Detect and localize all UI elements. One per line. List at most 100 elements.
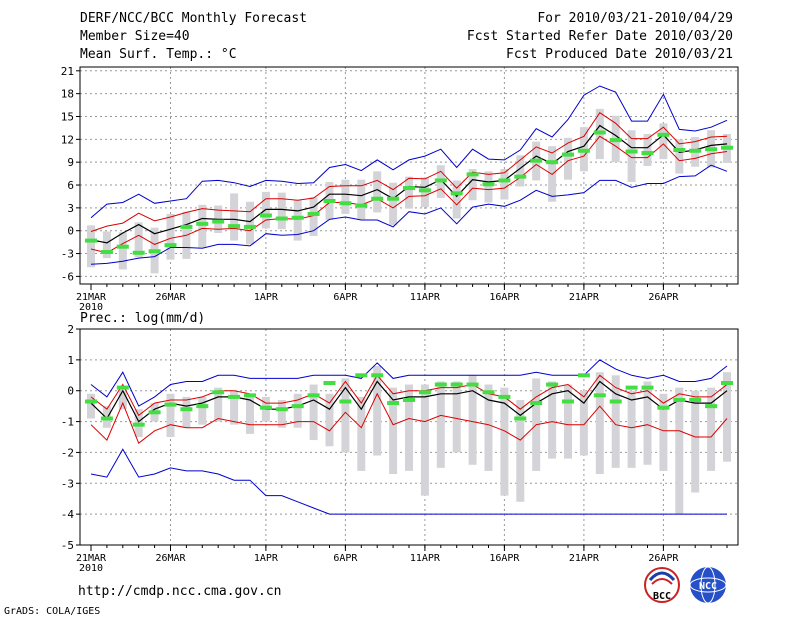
- ensemble-box: [373, 171, 382, 213]
- observed-marker: [482, 390, 495, 395]
- observed-marker: [355, 203, 368, 208]
- x-tick-label: 1APR: [254, 553, 279, 564]
- ensemble-box: [166, 213, 175, 260]
- x-year-label: 2010: [79, 302, 103, 313]
- ensemble-box: [643, 134, 652, 166]
- ensemble-box: [516, 155, 525, 187]
- ensemble-box: [198, 396, 207, 425]
- ensemble-box: [87, 225, 95, 268]
- observed-marker: [85, 238, 97, 243]
- y-tick-label: -5: [61, 539, 74, 552]
- observed-marker: [275, 216, 288, 221]
- ensemble-box: [246, 393, 254, 434]
- observed-marker: [673, 397, 686, 402]
- ensemble-box: [500, 169, 509, 200]
- observed-marker: [418, 390, 431, 395]
- observed-marker: [100, 250, 113, 255]
- ensemble-mean-line: [90, 380, 728, 423]
- observed-marker: [657, 132, 670, 137]
- bcc-logo: BCC: [644, 567, 680, 603]
- ensemble-box: [484, 171, 493, 203]
- observed-marker: [180, 407, 193, 412]
- ensemble-box: [230, 390, 239, 425]
- ensemble-box: [389, 182, 398, 226]
- x-tick-label: 21MAR: [76, 553, 107, 564]
- observed-marker: [689, 148, 702, 153]
- ensemble-box: [564, 137, 572, 180]
- y-tick-label: 21: [61, 65, 74, 78]
- lower-std-line: [90, 392, 728, 445]
- ensemble-box: [309, 197, 318, 237]
- observed-marker: [434, 382, 447, 387]
- ensemble-box: [246, 201, 254, 245]
- observed-marker: [514, 416, 527, 421]
- ensemble-box: [564, 384, 572, 459]
- ensemble-box: [341, 179, 350, 214]
- observed-marker: [291, 404, 304, 409]
- observed-marker: [180, 224, 193, 229]
- ensemble-box: [118, 232, 127, 270]
- observed-marker: [609, 138, 622, 143]
- observed-marker: [371, 373, 384, 378]
- x-tick-label: 1APR: [254, 292, 279, 303]
- observed-marker: [625, 385, 638, 390]
- observed-marker: [450, 191, 463, 196]
- ensemble-box: [405, 176, 413, 209]
- observed-marker: [482, 182, 495, 187]
- start-date: Fcst Started Refer Date 2010/03/20: [467, 29, 733, 44]
- ensemble-box: [118, 390, 127, 410]
- ensemble-box: [341, 378, 350, 453]
- observed-marker: [546, 382, 559, 387]
- observed-marker: [418, 188, 431, 193]
- spread-min-line: [90, 448, 727, 515]
- observed-marker: [673, 147, 686, 152]
- x-tick-label: 21MAR: [76, 292, 107, 303]
- observed-marker: [132, 250, 145, 255]
- x-tick-label: 6APR: [333, 553, 358, 564]
- ensemble-box: [595, 372, 604, 475]
- y-tick-label: -4: [61, 508, 75, 521]
- y-tick-label: 0: [67, 385, 74, 398]
- observed-marker: [625, 149, 638, 154]
- ensemble-box: [484, 384, 493, 471]
- ensemble-box: [691, 390, 700, 493]
- observed-marker: [657, 405, 670, 410]
- ensemble-box: [389, 387, 398, 475]
- observed-marker: [116, 244, 129, 249]
- observed-marker: [323, 381, 336, 385]
- observed-marker: [546, 160, 559, 165]
- ensemble-box: [293, 393, 302, 428]
- observed-marker: [577, 373, 590, 378]
- ensemble-box: [214, 387, 223, 422]
- grads-credit: GrADS: COLA/IGES: [4, 606, 100, 617]
- x-tick-label: 16APR: [489, 553, 520, 564]
- ncc-logo-text: NCC: [699, 581, 717, 592]
- spread-min-line: [90, 164, 728, 265]
- observed-marker: [403, 397, 415, 402]
- x-tick-label: 26MAR: [155, 553, 186, 564]
- observed-marker: [244, 224, 256, 229]
- observed-marker: [196, 221, 209, 226]
- x-tick-label: 26APR: [648, 553, 679, 564]
- y-tick-label: 18: [61, 88, 74, 101]
- observed-marker: [577, 148, 590, 153]
- observed-marker: [466, 382, 479, 387]
- ensemble-box: [325, 393, 334, 447]
- observed-marker: [307, 211, 320, 216]
- observed-marker: [434, 178, 447, 183]
- observed-marker: [387, 196, 400, 201]
- observed-marker: [609, 399, 622, 404]
- x-tick-label: 21APR: [569, 553, 600, 564]
- source-url[interactable]: http://cmdp.ncc.cma.gov.cn: [78, 584, 282, 599]
- observed-marker: [371, 196, 384, 201]
- observed-marker: [116, 385, 129, 390]
- observed-marker: [721, 381, 733, 385]
- x-tick-label: 26MAR: [155, 292, 186, 303]
- x-tick-label: 6APR: [333, 292, 358, 303]
- observed-marker: [562, 152, 574, 157]
- observed-marker: [100, 416, 113, 421]
- observed-marker: [498, 178, 511, 183]
- ensemble-box: [134, 222, 143, 258]
- ensemble-box: [357, 179, 366, 220]
